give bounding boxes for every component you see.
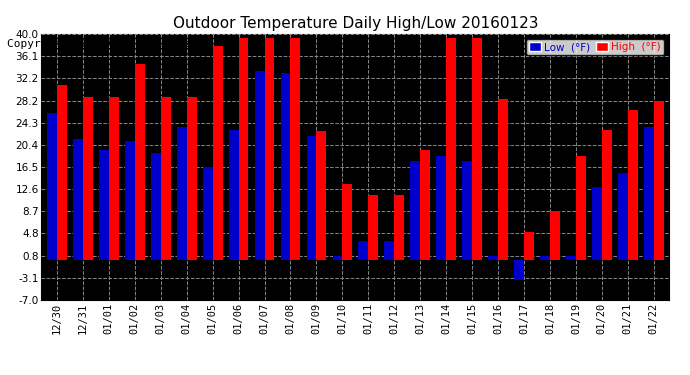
Bar: [99, 150, 109, 260]
Bar: [109, 97, 119, 260]
Bar: [255, 70, 264, 260]
Bar: [290, 38, 300, 260]
Bar: [540, 256, 550, 260]
Bar: [644, 127, 653, 260]
Bar: [47, 113, 57, 260]
Bar: [384, 240, 394, 260]
Text: Copyright 2016 Cartronics.com: Copyright 2016 Cartronics.com: [7, 39, 203, 49]
Bar: [342, 184, 352, 260]
Bar: [653, 100, 664, 260]
Bar: [472, 38, 482, 260]
Bar: [514, 260, 524, 280]
Bar: [73, 138, 83, 260]
Bar: [161, 97, 170, 260]
Bar: [411, 161, 420, 260]
Bar: [239, 38, 248, 260]
Bar: [618, 172, 628, 260]
Bar: [566, 256, 576, 260]
Bar: [550, 211, 560, 260]
Bar: [436, 156, 446, 260]
Bar: [228, 130, 239, 260]
Bar: [333, 256, 342, 260]
Legend: Low  (°F), High  (°F): Low (°F), High (°F): [526, 39, 664, 55]
Bar: [83, 97, 92, 260]
Bar: [57, 85, 67, 260]
Bar: [177, 127, 187, 260]
Bar: [498, 99, 508, 260]
Bar: [524, 232, 534, 260]
Title: Outdoor Temperature Daily High/Low 20160123: Outdoor Temperature Daily High/Low 20160…: [172, 16, 538, 31]
Bar: [489, 256, 498, 260]
Bar: [187, 97, 197, 260]
Bar: [306, 136, 317, 260]
Bar: [368, 195, 378, 260]
Bar: [213, 46, 222, 260]
Bar: [264, 38, 275, 260]
Bar: [281, 74, 290, 260]
Bar: [317, 131, 326, 260]
Bar: [151, 153, 161, 260]
Bar: [359, 240, 368, 260]
Bar: [628, 110, 638, 260]
Bar: [394, 195, 404, 260]
Bar: [462, 161, 472, 260]
Bar: [135, 64, 145, 260]
Bar: [592, 187, 602, 260]
Bar: [125, 141, 135, 260]
Bar: [203, 167, 213, 260]
Bar: [576, 156, 586, 260]
Bar: [446, 38, 456, 260]
Bar: [602, 130, 612, 260]
Bar: [420, 150, 430, 260]
